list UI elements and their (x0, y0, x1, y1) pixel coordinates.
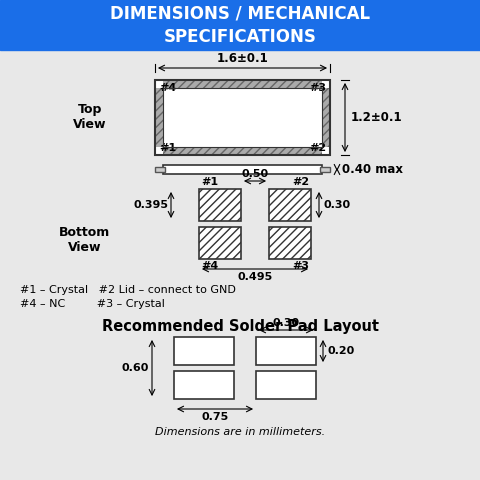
Bar (174, 337, 234, 365)
Text: 0.75: 0.75 (202, 412, 228, 422)
Bar (155, 147, 163, 155)
Bar (269, 189, 311, 221)
Text: Bottom
View: Bottom View (60, 226, 110, 254)
Text: 0.60: 0.60 (121, 363, 149, 373)
Bar (199, 189, 241, 221)
Text: 0.30: 0.30 (323, 200, 350, 210)
Bar (163, 88, 322, 147)
Text: #1: #1 (159, 143, 176, 153)
Text: 0.50: 0.50 (241, 169, 269, 179)
Bar (256, 371, 316, 399)
Text: 0.40 max: 0.40 max (342, 163, 403, 176)
Text: #2: #2 (309, 143, 326, 153)
Bar (256, 337, 316, 365)
Text: Top
View: Top View (73, 104, 107, 132)
Bar (322, 147, 330, 155)
Bar (322, 80, 330, 155)
Text: 1.6±0.1: 1.6±0.1 (216, 52, 268, 65)
Bar (155, 80, 330, 88)
Bar (199, 227, 241, 259)
Bar (155, 80, 330, 155)
Bar (155, 167, 165, 172)
Bar (163, 165, 322, 174)
Bar (155, 80, 163, 155)
Text: #1 – Crystal   #2 Lid – connect to GND: #1 – Crystal #2 Lid – connect to GND (20, 285, 236, 295)
Text: 0.495: 0.495 (238, 272, 273, 282)
Bar (155, 147, 330, 155)
Text: DIMENSIONS / MECHANICAL
SPECIFICATIONS: DIMENSIONS / MECHANICAL SPECIFICATIONS (110, 4, 370, 46)
Text: #3: #3 (292, 261, 309, 271)
Text: #3: #3 (309, 83, 326, 93)
Bar (269, 227, 311, 259)
Text: 0.30: 0.30 (273, 318, 300, 328)
Text: #4: #4 (159, 83, 176, 93)
Text: Recommended Solder Pad Layout: Recommended Solder Pad Layout (101, 319, 379, 334)
Text: #4: #4 (201, 261, 218, 271)
Bar (174, 371, 234, 399)
Bar (163, 88, 322, 147)
Bar (155, 80, 163, 88)
Text: #4 – NC         #3 – Crystal: #4 – NC #3 – Crystal (20, 299, 165, 309)
Text: 0.395: 0.395 (134, 200, 169, 210)
Text: Dimensions are in millimeters.: Dimensions are in millimeters. (155, 427, 325, 437)
Bar (320, 167, 330, 172)
Text: 1.2±0.1: 1.2±0.1 (351, 111, 403, 124)
Text: #2: #2 (292, 177, 309, 187)
Bar (0, 0, 480, 50)
Bar (322, 80, 330, 88)
Text: #1: #1 (201, 177, 218, 187)
Text: 0.20: 0.20 (327, 346, 354, 356)
